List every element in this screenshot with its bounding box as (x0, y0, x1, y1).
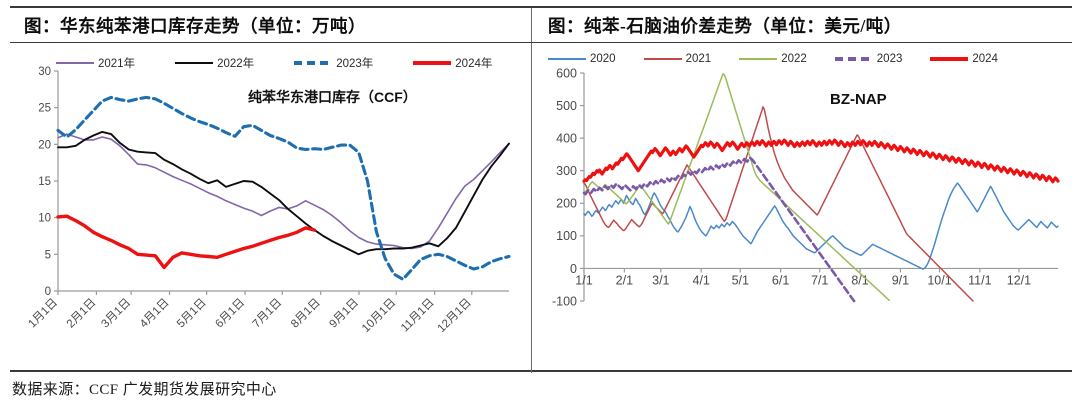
series-line-2022年 (57, 130, 510, 256)
svg-text:2月1日: 2月1日 (65, 297, 99, 331)
panel-title-inventory: 图：华东纯苯港口库存走势（单位：万吨） (24, 15, 366, 36)
svg-text:9/1: 9/1 (892, 273, 909, 287)
legend-item-2022: 2022 (739, 53, 807, 65)
svg-text:9月1日: 9月1日 (327, 297, 361, 331)
legend-item-2021: 2021 (643, 53, 712, 65)
legend-swatch-icon (548, 58, 586, 60)
svg-text:5/1: 5/1 (732, 273, 749, 287)
svg-text:200: 200 (556, 197, 577, 211)
legend-item-2024年: 2024年 (413, 55, 492, 71)
svg-text:1/1: 1/1 (575, 273, 592, 287)
inventory-chart: 2021年 2022年 2023年 2024年 纯苯华东港口库存（CCF） 0 5 10 1… (10, 43, 531, 373)
legend-swatch-icon (930, 57, 969, 61)
svg-text:7月1日: 7月1日 (251, 297, 285, 331)
legend-swatch-icon (643, 58, 682, 60)
spread-chart-svg: -100 0 100 200 300 400 500 600 1/1 2/1 3/1 4/1 5/1 6/… (552, 66, 1060, 308)
svg-text:600: 600 (556, 66, 577, 80)
svg-text:3/1: 3/1 (652, 273, 669, 287)
legend-swatch-icon (56, 62, 94, 64)
legend-label: 2024年 (455, 58, 493, 70)
svg-text:0: 0 (570, 262, 577, 276)
legend-swatch-icon (739, 58, 778, 60)
legend-label: 2023 (876, 53, 903, 65)
series-line-2023年 (56, 95, 511, 281)
charts-table: 图：华东纯苯港口库存走势（单位：万吨） 图：纯苯-石脑油价差走势（单位：美元/吨… (10, 6, 1072, 373)
panel-header-cell-right: 图：纯苯-石脑油价差走势（单位：美元/吨） (531, 8, 1072, 42)
legend-label: 2023年 (336, 58, 374, 70)
series-line-2023 (582, 156, 856, 303)
legend-item-2023: 2023 (834, 53, 903, 65)
legend-item-2021年: 2021年 (56, 55, 135, 71)
svg-text:10/1: 10/1 (927, 273, 951, 287)
legend-label: 2021年 (98, 58, 136, 70)
series-line-2024 (582, 138, 1060, 184)
legend-label: 2022年 (217, 58, 255, 70)
legend-label: 2022 (781, 53, 807, 65)
panel-title-spread: 图：纯苯-石脑油价差走势（单位：美元/吨） (548, 15, 902, 36)
svg-text:0: 0 (45, 286, 51, 298)
svg-text:3月1日: 3月1日 (99, 297, 133, 331)
legend-label: 2020 (590, 53, 616, 65)
svg-text:300: 300 (556, 164, 577, 178)
series-line-2021 (583, 106, 974, 302)
svg-text:12月1日: 12月1日 (436, 297, 474, 335)
svg-text:500: 500 (556, 99, 577, 113)
inventory-chart-title: 纯苯华东港口库存（CCF） (248, 89, 417, 105)
table-header-row: 图：华东纯苯港口库存走势（单位：万吨） 图：纯苯-石脑油价差走势（单位：美元/吨… (10, 8, 1072, 43)
legend-spread: 2020 2021 2022 2023 2024 (548, 53, 998, 65)
svg-text:1月1日: 1月1日 (26, 297, 60, 331)
legend-item-2022年: 2022年 (175, 55, 254, 71)
legend-item-2023年: 2023年 (294, 55, 373, 71)
svg-text:10: 10 (38, 213, 51, 225)
legend-swatch-icon (294, 61, 333, 65)
svg-text:25: 25 (38, 103, 51, 115)
series-line-2021年 (57, 133, 510, 250)
svg-text:400: 400 (556, 132, 577, 146)
svg-text:15: 15 (38, 176, 51, 188)
legend-label: 2024 (972, 53, 998, 65)
svg-text:11月1日: 11月1日 (399, 297, 437, 335)
series-line-2024年 (56, 214, 317, 270)
svg-text:11/1: 11/1 (968, 273, 991, 287)
legend-swatch-icon (834, 57, 873, 61)
legend-item-2020: 2020 (548, 53, 616, 65)
svg-text:8/1: 8/1 (851, 273, 868, 287)
legend-swatch-icon (413, 61, 452, 65)
panel-header-cell-left: 图：华东纯苯港口库存走势（单位：万吨） (10, 8, 531, 42)
svg-text:5: 5 (45, 249, 51, 261)
table-body-row: 2021年 2022年 2023年 2024年 纯苯华东港口库存（CCF） 0 5 10 1… (10, 43, 1072, 373)
spread-chart-title: BZ-NAP (830, 91, 887, 108)
spread-chart: 2020 2021 2022 2023 2024 BZ-NAP -100 0 100 200 3… (532, 43, 1072, 373)
inventory-chart-svg: 0 5 10 15 20 25 30 1月1日 2月1日 3月1日 4月1日 5月1日 6月1日 7月1日… (26, 66, 511, 335)
legend-swatch-icon (175, 62, 214, 64)
svg-text:-100: -100 (552, 294, 577, 308)
svg-text:4/1: 4/1 (693, 273, 710, 287)
svg-text:10月1日: 10月1日 (360, 297, 398, 335)
svg-text:2/1: 2/1 (616, 273, 633, 287)
svg-text:6月1日: 6月1日 (213, 297, 247, 331)
svg-text:30: 30 (38, 66, 51, 78)
svg-text:20: 20 (38, 139, 51, 151)
legend-item-2024: 2024 (930, 53, 998, 65)
svg-text:12/1: 12/1 (1007, 273, 1031, 287)
chart-cell-left: 2021年 2022年 2023年 2024年 纯苯华东港口库存（CCF） 0 5 10 1… (10, 43, 531, 373)
source-note: 数据来源：CCF 广发期货发展研究中心 (12, 382, 277, 398)
svg-text:7/1: 7/1 (811, 273, 828, 287)
legend-label: 2021 (685, 53, 712, 65)
svg-text:8月1日: 8月1日 (289, 297, 323, 331)
chart-cell-right: 2020 2021 2022 2023 2024 BZ-NAP -100 0 100 200 3… (531, 43, 1072, 373)
series-line-2020 (583, 182, 1059, 270)
legend-inventory: 2021年 2022年 2023年 2024年 (56, 55, 492, 71)
series-line-2022 (583, 72, 890, 302)
svg-text:100: 100 (556, 229, 577, 243)
svg-text:6/1: 6/1 (772, 273, 789, 287)
svg-text:5月1日: 5月1日 (175, 297, 209, 331)
svg-text:4月1日: 4月1日 (138, 297, 172, 331)
